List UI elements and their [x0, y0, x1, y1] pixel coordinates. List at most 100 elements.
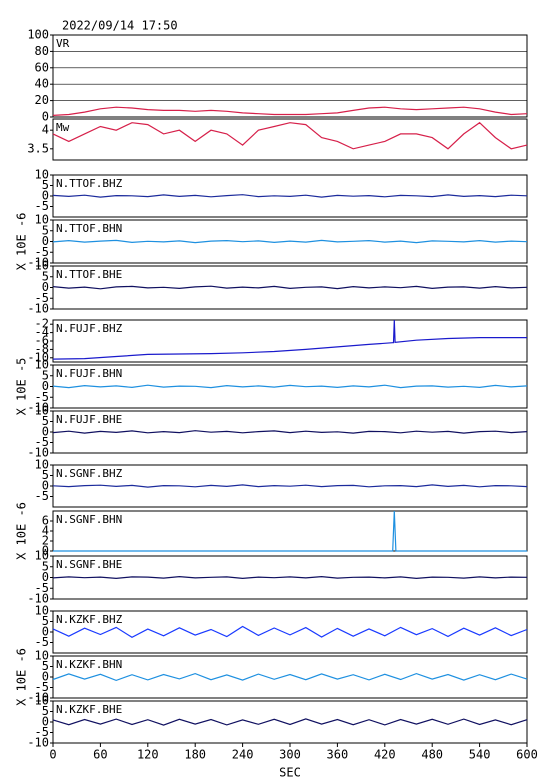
trace	[52, 430, 528, 434]
y-tick-label: -10	[27, 592, 49, 606]
panel-frame	[52, 118, 528, 161]
y-tick-label: 0	[42, 544, 49, 558]
y-tick-label: 5	[42, 368, 49, 382]
x-tick-label: 540	[469, 748, 491, 762]
y-tick-label: 10	[35, 404, 49, 418]
panel-label: N.KZKF.BHZ	[56, 613, 123, 626]
y-tick-label: -10	[27, 446, 49, 460]
trace	[52, 319, 527, 360]
panel-label: N.FUJF.BHE	[56, 413, 122, 426]
x-tick-label: 60	[93, 748, 107, 762]
x-tick-label: 420	[374, 748, 396, 762]
y-tick-label: -5	[35, 435, 49, 449]
panel-label: N.SGNF.BHE	[56, 558, 122, 571]
y-tick-label: -4	[35, 325, 49, 339]
trace	[52, 625, 528, 638]
trace	[52, 384, 528, 389]
y-tick-label: 5	[42, 559, 49, 573]
y-tick-label: 80	[35, 44, 49, 58]
panel-label: N.TTOF.BHE	[56, 268, 122, 281]
y-tick-label: 5	[42, 659, 49, 673]
trace	[52, 484, 528, 488]
trace	[52, 672, 528, 682]
y-tick-label: 10	[35, 694, 49, 708]
y-tick-label: 10	[35, 549, 49, 563]
y-tick-label: 10	[35, 458, 49, 472]
trace	[52, 718, 528, 726]
y-tick-label: -10	[27, 736, 49, 750]
y-tick-label: 4	[42, 524, 49, 538]
y-tick-label: 0	[42, 379, 49, 393]
y-tick-label: 5	[42, 704, 49, 718]
y-tick-label: 100	[27, 28, 49, 42]
y-tick-label: -5	[35, 291, 49, 305]
y-tick-label: 0	[42, 715, 49, 729]
panel-label: N.FUJF.BHZ	[56, 322, 123, 335]
y-tick-label: 0	[42, 189, 49, 203]
panel-frame	[52, 510, 528, 552]
y-tick-label: 4	[42, 123, 49, 137]
y-axis-label: X 10E -6	[15, 648, 29, 706]
y-tick-label: 5	[42, 414, 49, 428]
y-tick-label: 20	[35, 93, 49, 107]
trace	[52, 194, 528, 198]
trace	[52, 106, 528, 116]
panel-label: N.SGNF.BHZ	[56, 467, 123, 480]
trace	[52, 121, 528, 150]
panel-label: Mw	[56, 121, 70, 134]
panel-label: VR	[56, 37, 70, 50]
y-tick-label: -8	[35, 342, 49, 356]
y-tick-label: 10	[35, 168, 49, 182]
trace	[52, 285, 528, 290]
y-tick-label: 0	[42, 280, 49, 294]
y-tick-label: -10	[27, 256, 49, 270]
x-axis-label: SEC	[279, 766, 301, 780]
panel-label: N.TTOF.BHN	[56, 222, 122, 235]
y-tick-label: -5	[35, 635, 49, 649]
y-tick-label: -5	[35, 581, 49, 595]
y-tick-label: -10	[27, 350, 49, 364]
title: 2022/09/14 17:50	[62, 19, 178, 33]
x-tick-label: 300	[279, 748, 301, 762]
x-tick-label: 360	[327, 748, 349, 762]
y-tick-label: -5	[35, 199, 49, 213]
y-tick-label: 40	[35, 77, 49, 91]
y-tick-label: -5	[35, 390, 49, 404]
x-tick-label: 480	[421, 748, 443, 762]
y-tick-label: -10	[27, 691, 49, 705]
y-tick-label: 0	[42, 479, 49, 493]
panel-label: N.FUJF.BHN	[56, 367, 122, 380]
x-tick-label: 240	[232, 748, 254, 762]
panel-label: N.TTOF.BHZ	[56, 177, 123, 190]
y-tick-label: 5	[42, 269, 49, 283]
y-tick-label: 5	[42, 178, 49, 192]
y-tick-label: 0	[42, 234, 49, 248]
y-tick-label: 0	[42, 570, 49, 584]
y-tick-label: 0	[42, 625, 49, 639]
y-tick-label: -5	[35, 725, 49, 739]
y-tick-label: 10	[35, 358, 49, 372]
y-axis-label: X 10E -5	[15, 358, 29, 416]
y-tick-label: -2	[35, 317, 49, 331]
y-tick-label: 10	[35, 604, 49, 618]
y-tick-label: 0	[42, 110, 49, 124]
y-tick-label: -6	[35, 334, 49, 348]
panel-frame	[52, 34, 528, 118]
panel-label: N.KZKF.BHE	[56, 703, 122, 716]
x-tick-label: 0	[49, 748, 56, 762]
y-tick-label: 10	[35, 259, 49, 273]
trace	[53, 510, 527, 552]
y-tick-label: 3.5	[27, 141, 49, 155]
y-tick-label: -10	[27, 302, 49, 316]
y-tick-label: 5	[42, 614, 49, 628]
x-tick-label: 180	[184, 748, 206, 762]
y-tick-label: -5	[35, 489, 49, 503]
panel-label: N.KZKF.BHN	[56, 658, 122, 671]
y-tick-label: 5	[42, 468, 49, 482]
trace	[52, 239, 528, 244]
y-axis-label: X 10E -6	[15, 502, 29, 560]
y-tick-label: 2	[42, 534, 49, 548]
y-tick-label: -5	[35, 680, 49, 694]
x-tick-label: 600	[516, 748, 538, 762]
